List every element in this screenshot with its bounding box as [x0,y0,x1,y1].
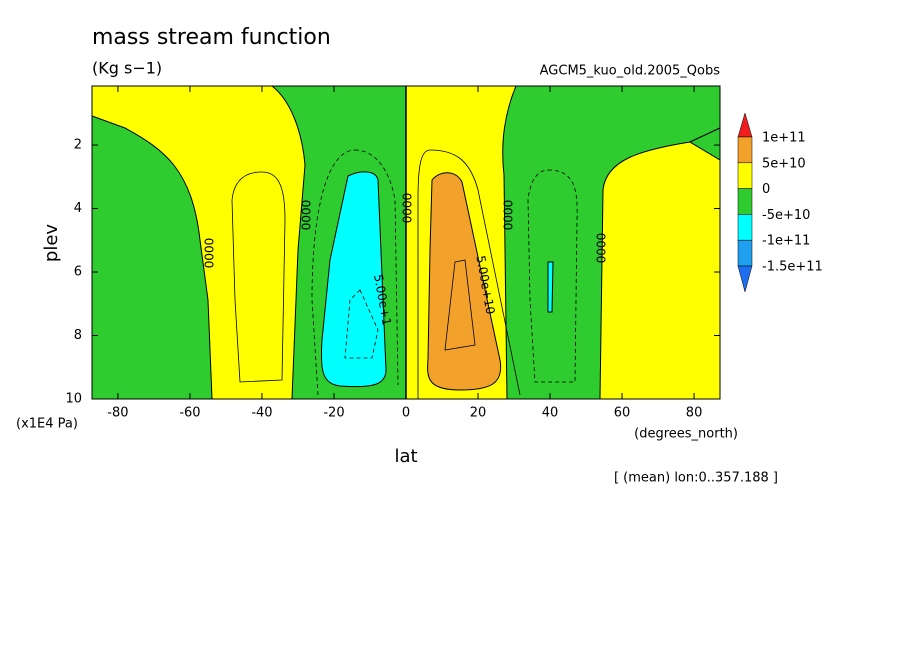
y-tick-label: 10 [65,392,82,407]
colorbar-segment [737,239,753,267]
region-fill [427,172,502,391]
x-tick-label: -60 [179,406,200,421]
colorbar-label: -5e+10 [762,208,810,223]
x-tick-label: -80 [107,406,128,421]
contour-line [417,149,521,399]
y-tick-label: 8 [74,328,82,343]
colorbar-label: 5e+10 [762,156,806,171]
contour-label: 0000 [299,200,313,231]
colorbar-label: -1e+11 [762,234,810,249]
contour-label: 0000 [501,200,515,231]
colorbar-segment [737,136,753,164]
y-tick-label: 2 [74,138,82,153]
dataset-label: AGCM5_kuo_old.2005_Qobs [540,64,721,79]
x-tick-label: 80 [686,406,703,421]
note: [ (mean) lon:0..357.188 ] [614,471,778,486]
y-tick-label: 6 [74,265,82,280]
contour-label: 0000 [594,233,608,264]
colorbar-label: 1e+11 [762,131,806,146]
chart-subtitle: (Kg s−1) [92,59,162,78]
x-axis-label: lat [394,446,417,467]
contour-label: 0000 [202,238,216,269]
colorbar-label: -1.5e+11 [762,260,823,275]
colorbar-segment [737,188,753,215]
x-tick-label: 60 [614,406,631,421]
x-tick-label: -20 [323,406,344,421]
region-fill [547,261,554,313]
contour-line [344,289,379,359]
colorbar-cap [737,265,753,293]
contour-label: 0000 [400,193,414,224]
region-fill [91,85,306,400]
x-tick-label: 0 [402,406,410,421]
contour-line [311,149,399,396]
contour-line [527,169,578,383]
contour-line [444,259,476,351]
x-axis-unit: (degrees_north) [634,427,738,442]
y-axis-unit: (x1E4 Pa) [16,417,78,432]
colorbar-label: 0 [762,182,770,197]
chart-title: mass stream function [92,25,331,50]
colorbar-cap [737,112,753,138]
x-tick-label: 20 [470,406,487,421]
contour-line [231,171,286,383]
colorbar-segment [737,214,753,241]
y-axis-label: plev [41,224,62,263]
region-fill [320,171,387,388]
colorbar-segment [737,162,753,189]
x-tick-label: 40 [542,406,559,421]
x-tick-label: -40 [251,406,272,421]
region-fill [599,127,721,400]
y-tick-label: 4 [74,201,82,216]
